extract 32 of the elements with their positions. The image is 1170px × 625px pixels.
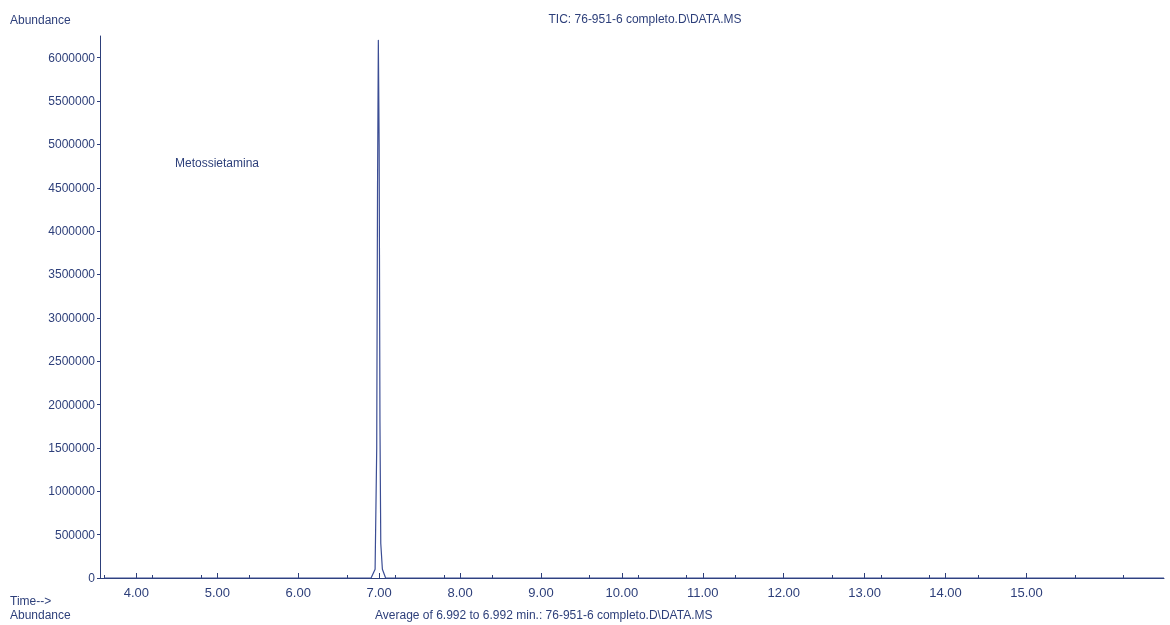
text: Abundance <box>10 608 72 622</box>
y-tick-label: 500000 <box>54 527 96 542</box>
y-tick-label: 4000000 <box>48 224 96 239</box>
x-tick-label: 9.00 <box>528 585 554 600</box>
y-axis-title: Abundance <box>10 13 72 27</box>
y-tick-label: 5000000 <box>48 137 96 152</box>
y-tick-label: 4500000 <box>48 180 96 195</box>
x-tick-label: 15.00 <box>1010 585 1043 600</box>
x-tick-label: 5.00 <box>204 585 230 600</box>
y-tick-label: 3000000 <box>48 310 96 325</box>
x-tick-label: 13.00 <box>848 585 881 600</box>
x-tick-label: 11.00 <box>687 585 719 600</box>
y-tick-label: 2500000 <box>48 354 96 369</box>
x-tick-label: 14.00 <box>929 585 962 600</box>
y-tick-label: 6000000 <box>48 50 96 65</box>
y-tick-label: 1000000 <box>48 484 96 499</box>
annotation: Metossietamina <box>175 156 260 170</box>
text: Average of 6.992 to 6.992 min.: 76-951-6 completo.D\DATA.MS <box>375 608 713 622</box>
y-tick-label: 0 <box>88 571 96 585</box>
line-series <box>103 39 1165 579</box>
y-tick-label: 2000000 <box>48 397 96 412</box>
y-tick-label: 5500000 <box>48 94 96 109</box>
x-tick-label: 8.00 <box>447 585 473 600</box>
x-axis-title: Time--> <box>10 594 52 608</box>
chart-title: TIC: 76-951-6 completo.D\DATA.MS <box>548 12 742 26</box>
x-tick-label: 10.00 <box>605 585 639 600</box>
x-tick-label: 7.00 <box>366 585 392 600</box>
y-tick-label: 1500000 <box>48 440 96 455</box>
x-tick-label: 6.00 <box>285 585 311 600</box>
x-tick-label: 12.00 <box>767 585 800 600</box>
y-tick-label: 3500000 <box>48 267 96 282</box>
x-tick-label: 4.00 <box>123 585 150 600</box>
